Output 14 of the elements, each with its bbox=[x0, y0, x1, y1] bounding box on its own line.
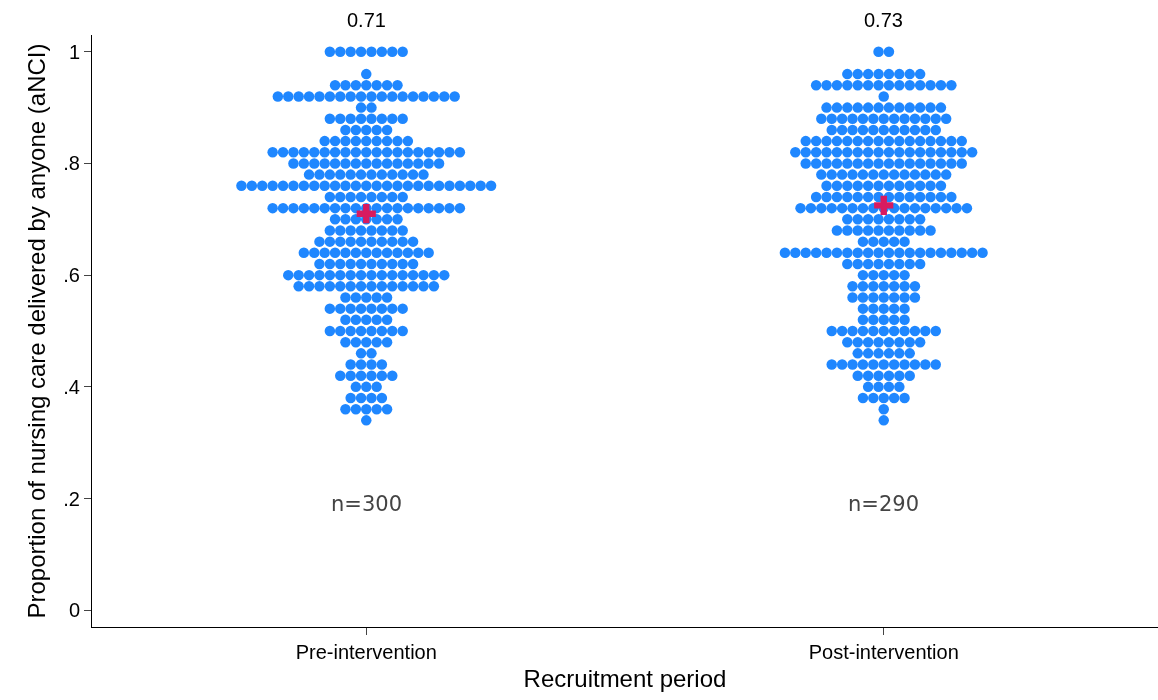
y-tick-label: .8 bbox=[63, 152, 80, 175]
x-tick-label: Pre-intervention bbox=[295, 641, 437, 663]
text: 0.71 bbox=[347, 9, 386, 31]
y-tick-label: 0 bbox=[68, 599, 80, 622]
x-axis-title: Recruitment period bbox=[523, 665, 727, 693]
text: 0.73 bbox=[864, 9, 903, 31]
y-tick-label: .2 bbox=[63, 487, 80, 510]
y-tick-label: .6 bbox=[63, 264, 80, 287]
annotation: n=290 bbox=[848, 492, 919, 516]
annotation: n=300 bbox=[331, 492, 402, 516]
y-tick-label: .4 bbox=[63, 375, 80, 398]
x-tick-label: Post-intervention bbox=[808, 641, 959, 663]
y-tick-label: 1 bbox=[68, 40, 80, 63]
y-axis-title: Proportion of nursing care delivered by anyone (aNCI) bbox=[23, 43, 51, 619]
